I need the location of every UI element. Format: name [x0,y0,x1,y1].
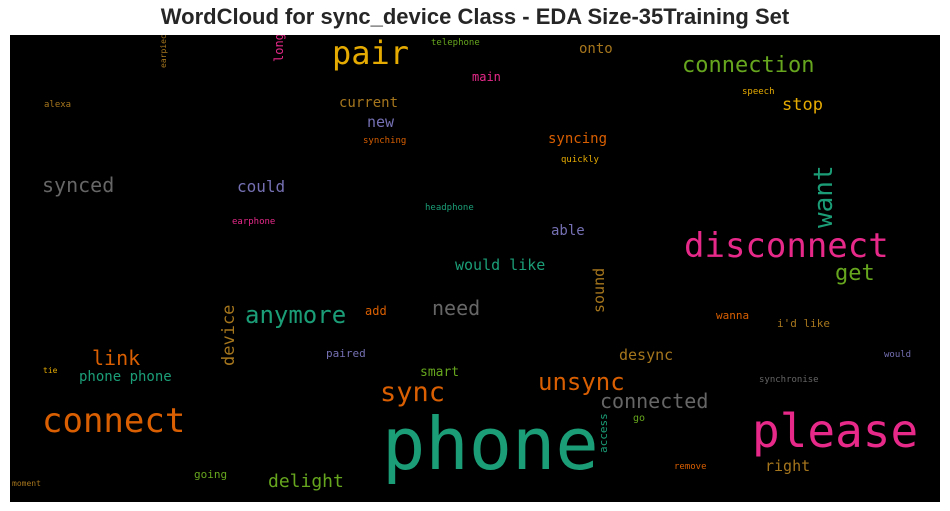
word-connect: connect [42,401,185,441]
chart-title: WordCloud for sync_device Class - EDA Si… [160,4,790,29]
word-earphone: earphone [232,217,275,227]
word-disconnect: disconnect [684,226,889,266]
word-speech: speech [742,87,775,97]
word-phone-phone: phone phone [79,369,172,385]
word-going: going [194,468,227,481]
word-quickly: quickly [561,155,600,165]
word-remove: remove [674,462,707,472]
word-could: could [237,177,285,196]
word-unsync: unsync [538,368,625,396]
word-would-like: would like [455,256,545,274]
word-able: able [551,223,585,239]
word-get: get [835,261,875,286]
wordcloud-svg: phone please disconnect connect pair sync unsy… [12,35,918,492]
word-pair: pair [332,35,409,72]
word-headphone: headphone [425,203,474,213]
word-please: please [752,404,918,458]
word-tie: tie [43,366,58,375]
word-delight: delight [268,471,344,492]
word-go: go [633,413,645,424]
word-wanna: wanna [716,309,749,322]
word-right: right [765,457,810,475]
word-longer: longer [272,35,286,62]
word-sound: sound [590,268,608,313]
word-stop: stop [782,95,823,115]
word-connection: connection [682,53,814,78]
word-moment: moment [12,479,41,488]
word-add: add [365,304,387,318]
word-sync: sync [380,377,445,408]
word-synchronise: synchronise [759,375,819,385]
word-new: new [367,113,395,131]
word-phone: phone [382,402,599,486]
word-device: device [219,305,239,366]
word-current: current [339,95,398,111]
word-link: link [92,346,140,370]
word-syncing: syncing [548,131,607,147]
word-synching: synching [363,136,406,146]
word-connected: connected [600,389,708,413]
word-desync: desync [619,346,673,364]
word-i-d-like: i'd like [777,317,830,330]
word-need: need [432,296,480,320]
word-onto: onto [579,41,613,57]
word-telephone: telephone [431,38,480,48]
word-want: want [809,165,839,228]
word-access: access [597,413,610,453]
wordcloud-canvas: phone please disconnect connect pair sync unsy… [10,35,940,502]
word-synced: synced [42,173,114,197]
word-alexa: alexa [44,100,71,110]
word-smart: smart [420,365,459,380]
word-main: main [472,70,501,84]
word-would: would [884,350,911,360]
word-earpiece: earpiece [159,35,168,68]
word-paired: paired [326,347,366,360]
word-anymore: anymore [245,301,346,329]
